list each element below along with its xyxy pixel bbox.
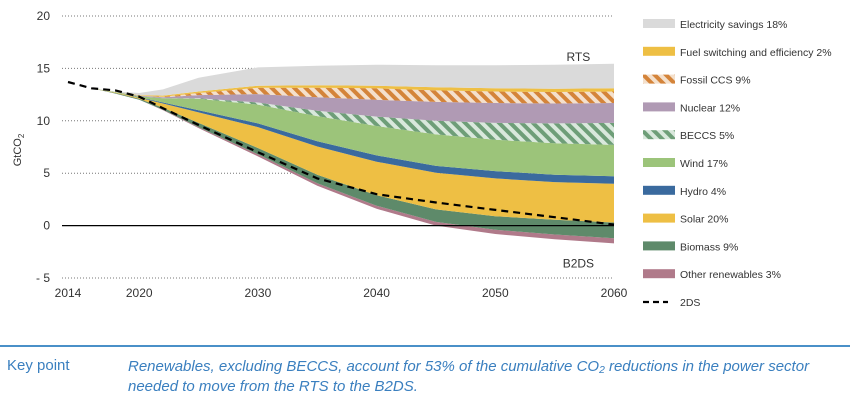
area-nuclear-12 bbox=[68, 82, 614, 124]
legend-label: BECCS 5% bbox=[680, 130, 734, 142]
legend-swatch bbox=[643, 269, 675, 279]
area-fuel-switching-and-efficiency-2 bbox=[68, 82, 614, 97]
key-point-label: Key point bbox=[7, 357, 70, 374]
legend-swatch bbox=[643, 241, 675, 251]
area-beccs-5 bbox=[68, 82, 614, 145]
y-tick-20: 20 bbox=[37, 9, 51, 23]
legend-swatch bbox=[643, 185, 675, 195]
chart-svg: 20 15 10 5 0 - 5 2014 2020 2030 2040 2050 2060 RTS… bbox=[12, 9, 832, 309]
legend-item-hydro-4: Hydro 4% bbox=[643, 185, 726, 198]
x-tick-2020: 2020 bbox=[126, 286, 153, 300]
y-tick-10: 10 bbox=[37, 114, 51, 128]
legend-label: Hydro 4% bbox=[680, 186, 726, 198]
legend-swatch bbox=[643, 102, 675, 112]
y-tick--5: - 5 bbox=[36, 271, 50, 285]
legend-label: Biomass 9% bbox=[680, 241, 738, 253]
legend-swatch bbox=[643, 213, 675, 223]
x-tick-2014: 2014 bbox=[55, 286, 82, 300]
area-solar-20 bbox=[68, 82, 614, 223]
legend-label: Nuclear 12% bbox=[680, 102, 740, 114]
key-point-text: Renewables, excluding BECCS, account for… bbox=[128, 358, 810, 395]
legend-item-nuclear-12: Nuclear 12% bbox=[643, 102, 740, 114]
legend-label: Fuel switching and efficiency 2% bbox=[680, 47, 832, 59]
legend-label: Wind 17% bbox=[680, 158, 728, 170]
area-biomass-9 bbox=[68, 82, 614, 239]
y-tick-5: 5 bbox=[43, 166, 50, 180]
legend-item-biomass-9: Biomass 9% bbox=[643, 241, 738, 253]
x-tick-2050: 2050 bbox=[482, 286, 509, 300]
x-tick-2060: 2060 bbox=[601, 286, 628, 300]
legend-label: 2DS bbox=[680, 297, 700, 309]
y-axis-title: GtCO2 bbox=[12, 133, 26, 166]
legend-swatch bbox=[643, 130, 675, 140]
y-tick-0: 0 bbox=[43, 219, 50, 233]
legend-swatch bbox=[643, 46, 675, 56]
stacked-areas bbox=[68, 63, 614, 244]
legend: Electricity savings 18% Fuel switching an… bbox=[643, 19, 832, 309]
annotations: RTS B2DS bbox=[563, 50, 594, 270]
legend-label: Electricity savings 18% bbox=[680, 19, 787, 31]
legend-item-solar-20: Solar 20% bbox=[643, 213, 728, 226]
x-tick-2030: 2030 bbox=[245, 286, 272, 300]
legend-item-2ds: 2DS bbox=[643, 297, 700, 309]
legend-item-fossil-ccs-9: Fossil CCS 9% bbox=[643, 74, 751, 87]
legend-swatch bbox=[643, 74, 675, 84]
legend-swatch bbox=[643, 158, 675, 167]
annotation-rts: RTS bbox=[566, 50, 590, 64]
y-tick-15: 15 bbox=[37, 61, 51, 75]
2ds-line-layer bbox=[67, 80, 615, 226]
x-tick-labels: 2014 2020 2030 2040 2050 2060 bbox=[55, 286, 628, 300]
legend-item-electricity-savings-18: Electricity savings 18% bbox=[643, 19, 787, 31]
legend-item-other-renewables-3: Other renewables 3% bbox=[643, 269, 781, 281]
annotation-b2ds: B2DS bbox=[563, 256, 594, 270]
legend-label: Other renewables 3% bbox=[680, 269, 781, 281]
legend-label: Fossil CCS 9% bbox=[680, 75, 751, 87]
legend-item-wind-17: Wind 17% bbox=[643, 158, 728, 170]
chart-figure: 20 15 10 5 0 - 5 2014 2020 2030 2040 2050 2060 RTS… bbox=[12, 9, 832, 309]
key-point-box: Key point Renewables, excluding BECCS, a… bbox=[0, 345, 850, 403]
legend-swatch bbox=[643, 19, 675, 28]
y-tick-labels: 20 15 10 5 0 - 5 bbox=[36, 9, 50, 285]
line-2ds bbox=[67, 80, 615, 226]
area-wind-17 bbox=[68, 82, 614, 177]
legend-label: Solar 20% bbox=[680, 214, 728, 226]
area-fossil-ccs-9 bbox=[68, 82, 614, 104]
legend-item-beccs-5: BECCS 5% bbox=[643, 130, 734, 142]
x-tick-2040: 2040 bbox=[363, 286, 390, 300]
area-electricity-savings-18 bbox=[68, 63, 614, 96]
legend-item-fuel-switching-and-efficiency-2: Fuel switching and efficiency 2% bbox=[643, 46, 832, 59]
